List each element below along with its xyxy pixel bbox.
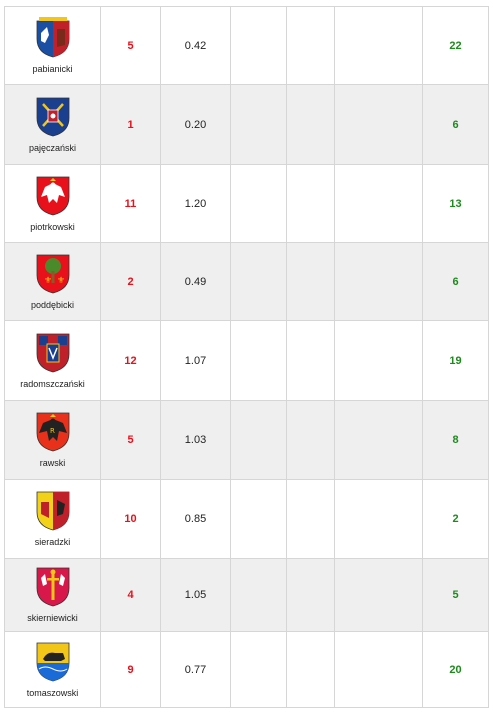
county-cell: tomaszowski — [4, 631, 101, 708]
pabianicki-crest-icon — [36, 16, 69, 57]
empty-cell — [230, 84, 287, 165]
county-name: radomszczański — [20, 378, 85, 389]
red-count: 1 — [100, 84, 161, 165]
green-count: 13 — [422, 164, 489, 243]
county-name: piotrkowski — [30, 221, 75, 232]
table-row: pajęczański 1 0.20 6 — [4, 84, 489, 165]
empty-cell — [286, 84, 335, 165]
empty-cell — [334, 479, 423, 559]
county-cell: ⚜ ⚜ poddębicki — [4, 242, 101, 321]
county-name: poddębicki — [30, 299, 75, 310]
value-cell: 1.05 — [160, 558, 231, 632]
empty-cell — [334, 6, 423, 85]
green-count: 2 — [422, 479, 489, 559]
empty-cell — [230, 479, 287, 559]
table-row: radomszczański 12 1.07 19 — [4, 320, 489, 401]
green-count: 19 — [422, 320, 489, 401]
red-count: 4 — [100, 558, 161, 632]
value-cell: 0.20 — [160, 84, 231, 165]
empty-cell — [230, 400, 287, 480]
county-cell: R rawski — [4, 400, 101, 480]
county-cell: radomszczański — [4, 320, 101, 401]
county-cell: piotrkowski — [4, 164, 101, 243]
empty-cell — [230, 6, 287, 85]
county-cell: sieradzki — [4, 479, 101, 559]
empty-cell — [230, 242, 287, 321]
county-name: pajęczański — [28, 142, 77, 153]
red-count: 11 — [100, 164, 161, 243]
tomaszowski-crest-icon — [36, 642, 69, 681]
value-cell: 0.85 — [160, 479, 231, 559]
empty-cell — [286, 631, 335, 708]
svg-text:R: R — [50, 427, 55, 435]
county-cell: pabianicki — [4, 6, 101, 85]
value-cell: 0.49 — [160, 242, 231, 321]
empty-cell — [334, 558, 423, 632]
red-count: 5 — [100, 400, 161, 480]
value-cell: 1.20 — [160, 164, 231, 243]
table-row: ⚜ ⚜ poddębicki 2 0.49 6 — [4, 242, 489, 321]
skierniewicki-crest-icon — [36, 567, 69, 607]
empty-cell — [230, 164, 287, 243]
empty-cell — [286, 320, 335, 401]
table-row: R rawski 5 1.03 8 — [4, 400, 489, 480]
sieradzki-crest-icon — [36, 491, 69, 531]
empty-cell — [334, 242, 423, 321]
red-count: 12 — [100, 320, 161, 401]
table-row: piotrkowski 11 1.20 13 — [4, 164, 489, 243]
red-count: 9 — [100, 631, 161, 708]
green-count: 5 — [422, 558, 489, 632]
green-count: 6 — [422, 242, 489, 321]
empty-cell — [334, 84, 423, 165]
value-cell: 0.77 — [160, 631, 231, 708]
green-count: 8 — [422, 400, 489, 480]
county-name: skierniewicki — [27, 613, 78, 623]
table-row: skierniewicki 4 1.05 5 — [4, 558, 489, 632]
green-count: 20 — [422, 631, 489, 708]
county-cell: skierniewicki — [4, 558, 101, 632]
table-row: tomaszowski 9 0.77 20 — [4, 631, 489, 708]
empty-cell — [230, 631, 287, 708]
empty-cell — [334, 320, 423, 401]
green-count: 22 — [422, 6, 489, 85]
county-name: tomaszowski — [26, 687, 79, 698]
rawski-crest-icon: R — [36, 412, 69, 452]
empty-cell — [334, 631, 423, 708]
value-cell: 0.42 — [160, 6, 231, 85]
empty-cell — [230, 558, 287, 632]
table-row: pabianicki 5 0.42 22 — [4, 6, 489, 85]
empty-cell — [286, 6, 335, 85]
empty-cell — [230, 320, 287, 401]
county-cell: pajęczański — [4, 84, 101, 165]
svg-text:⚜: ⚜ — [44, 276, 52, 286]
county-name: sieradzki — [34, 537, 71, 547]
piotrkowski-crest-icon — [36, 176, 69, 215]
radomszczanski-crest-icon — [36, 333, 69, 372]
red-count: 2 — [100, 242, 161, 321]
empty-cell — [286, 242, 335, 321]
empty-cell — [334, 400, 423, 480]
county-name: pabianicki — [32, 63, 73, 74]
value-cell: 1.03 — [160, 400, 231, 480]
empty-cell — [286, 164, 335, 243]
county-name: rawski — [39, 458, 66, 468]
county-table: pabianicki 5 0.42 22 pajęczański 1 0.20 — [4, 6, 489, 708]
value-cell: 1.07 — [160, 320, 231, 401]
empty-cell — [286, 479, 335, 559]
red-count: 5 — [100, 6, 161, 85]
table-row: sieradzki 10 0.85 2 — [4, 479, 489, 559]
empty-cell — [286, 558, 335, 632]
pajeczanski-crest-icon — [36, 97, 69, 136]
green-count: 6 — [422, 84, 489, 165]
red-count: 10 — [100, 479, 161, 559]
poddebicki-crest-icon: ⚜ ⚜ — [36, 254, 69, 293]
empty-cell — [334, 164, 423, 243]
empty-cell — [286, 400, 335, 480]
svg-text:⚜: ⚜ — [57, 276, 65, 286]
